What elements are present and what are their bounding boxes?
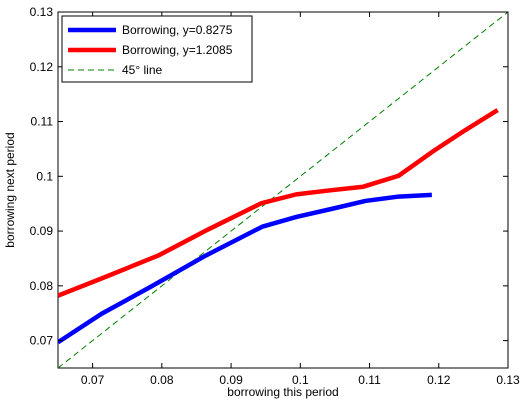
legend: Borrowing, y=0.8275 Borrowing, y=1.2085 45… <box>61 15 253 83</box>
y-tick-label: 0.12 <box>30 60 54 74</box>
x-axis-title: borrowing this period <box>227 385 338 399</box>
x-tick-label: 0.13 <box>496 373 520 387</box>
y-tick-labels: 0.07 0.08 0.09 0.1 0.11 0.12 0.13 <box>30 5 54 348</box>
x-tick-label: 0.1 <box>292 373 309 387</box>
series-line-2 <box>58 12 508 368</box>
y-tick-label: 0.1 <box>36 169 53 183</box>
x-tick-label: 0.09 <box>219 373 243 387</box>
y-tick-label: 0.08 <box>30 279 54 293</box>
y-axis-title: borrowing next period <box>3 132 17 247</box>
x-tick-label: 0.07 <box>81 373 105 387</box>
x-tick-label: 0.11 <box>358 373 381 387</box>
y-tick-label: 0.11 <box>31 115 54 129</box>
x-tick-label: 0.08 <box>150 373 174 387</box>
y-tick-label: 0.07 <box>30 334 54 348</box>
y-tick-label: 0.13 <box>30 5 54 19</box>
y-tick-label: 0.09 <box>30 224 54 238</box>
legend-label-2: 45° line <box>122 63 162 77</box>
series-line-0 <box>58 192 432 345</box>
x-tick-labels: 0.07 0.08 0.09 0.1 0.11 0.12 0.13 <box>81 373 520 387</box>
x-tick-label: 0.12 <box>427 373 451 387</box>
legend-label-0: Borrowing, y=0.8275 <box>122 23 233 37</box>
series-layer <box>58 12 508 368</box>
legend-label-1: Borrowing, y=1.2085 <box>122 43 233 57</box>
series-line-1 <box>58 108 499 298</box>
